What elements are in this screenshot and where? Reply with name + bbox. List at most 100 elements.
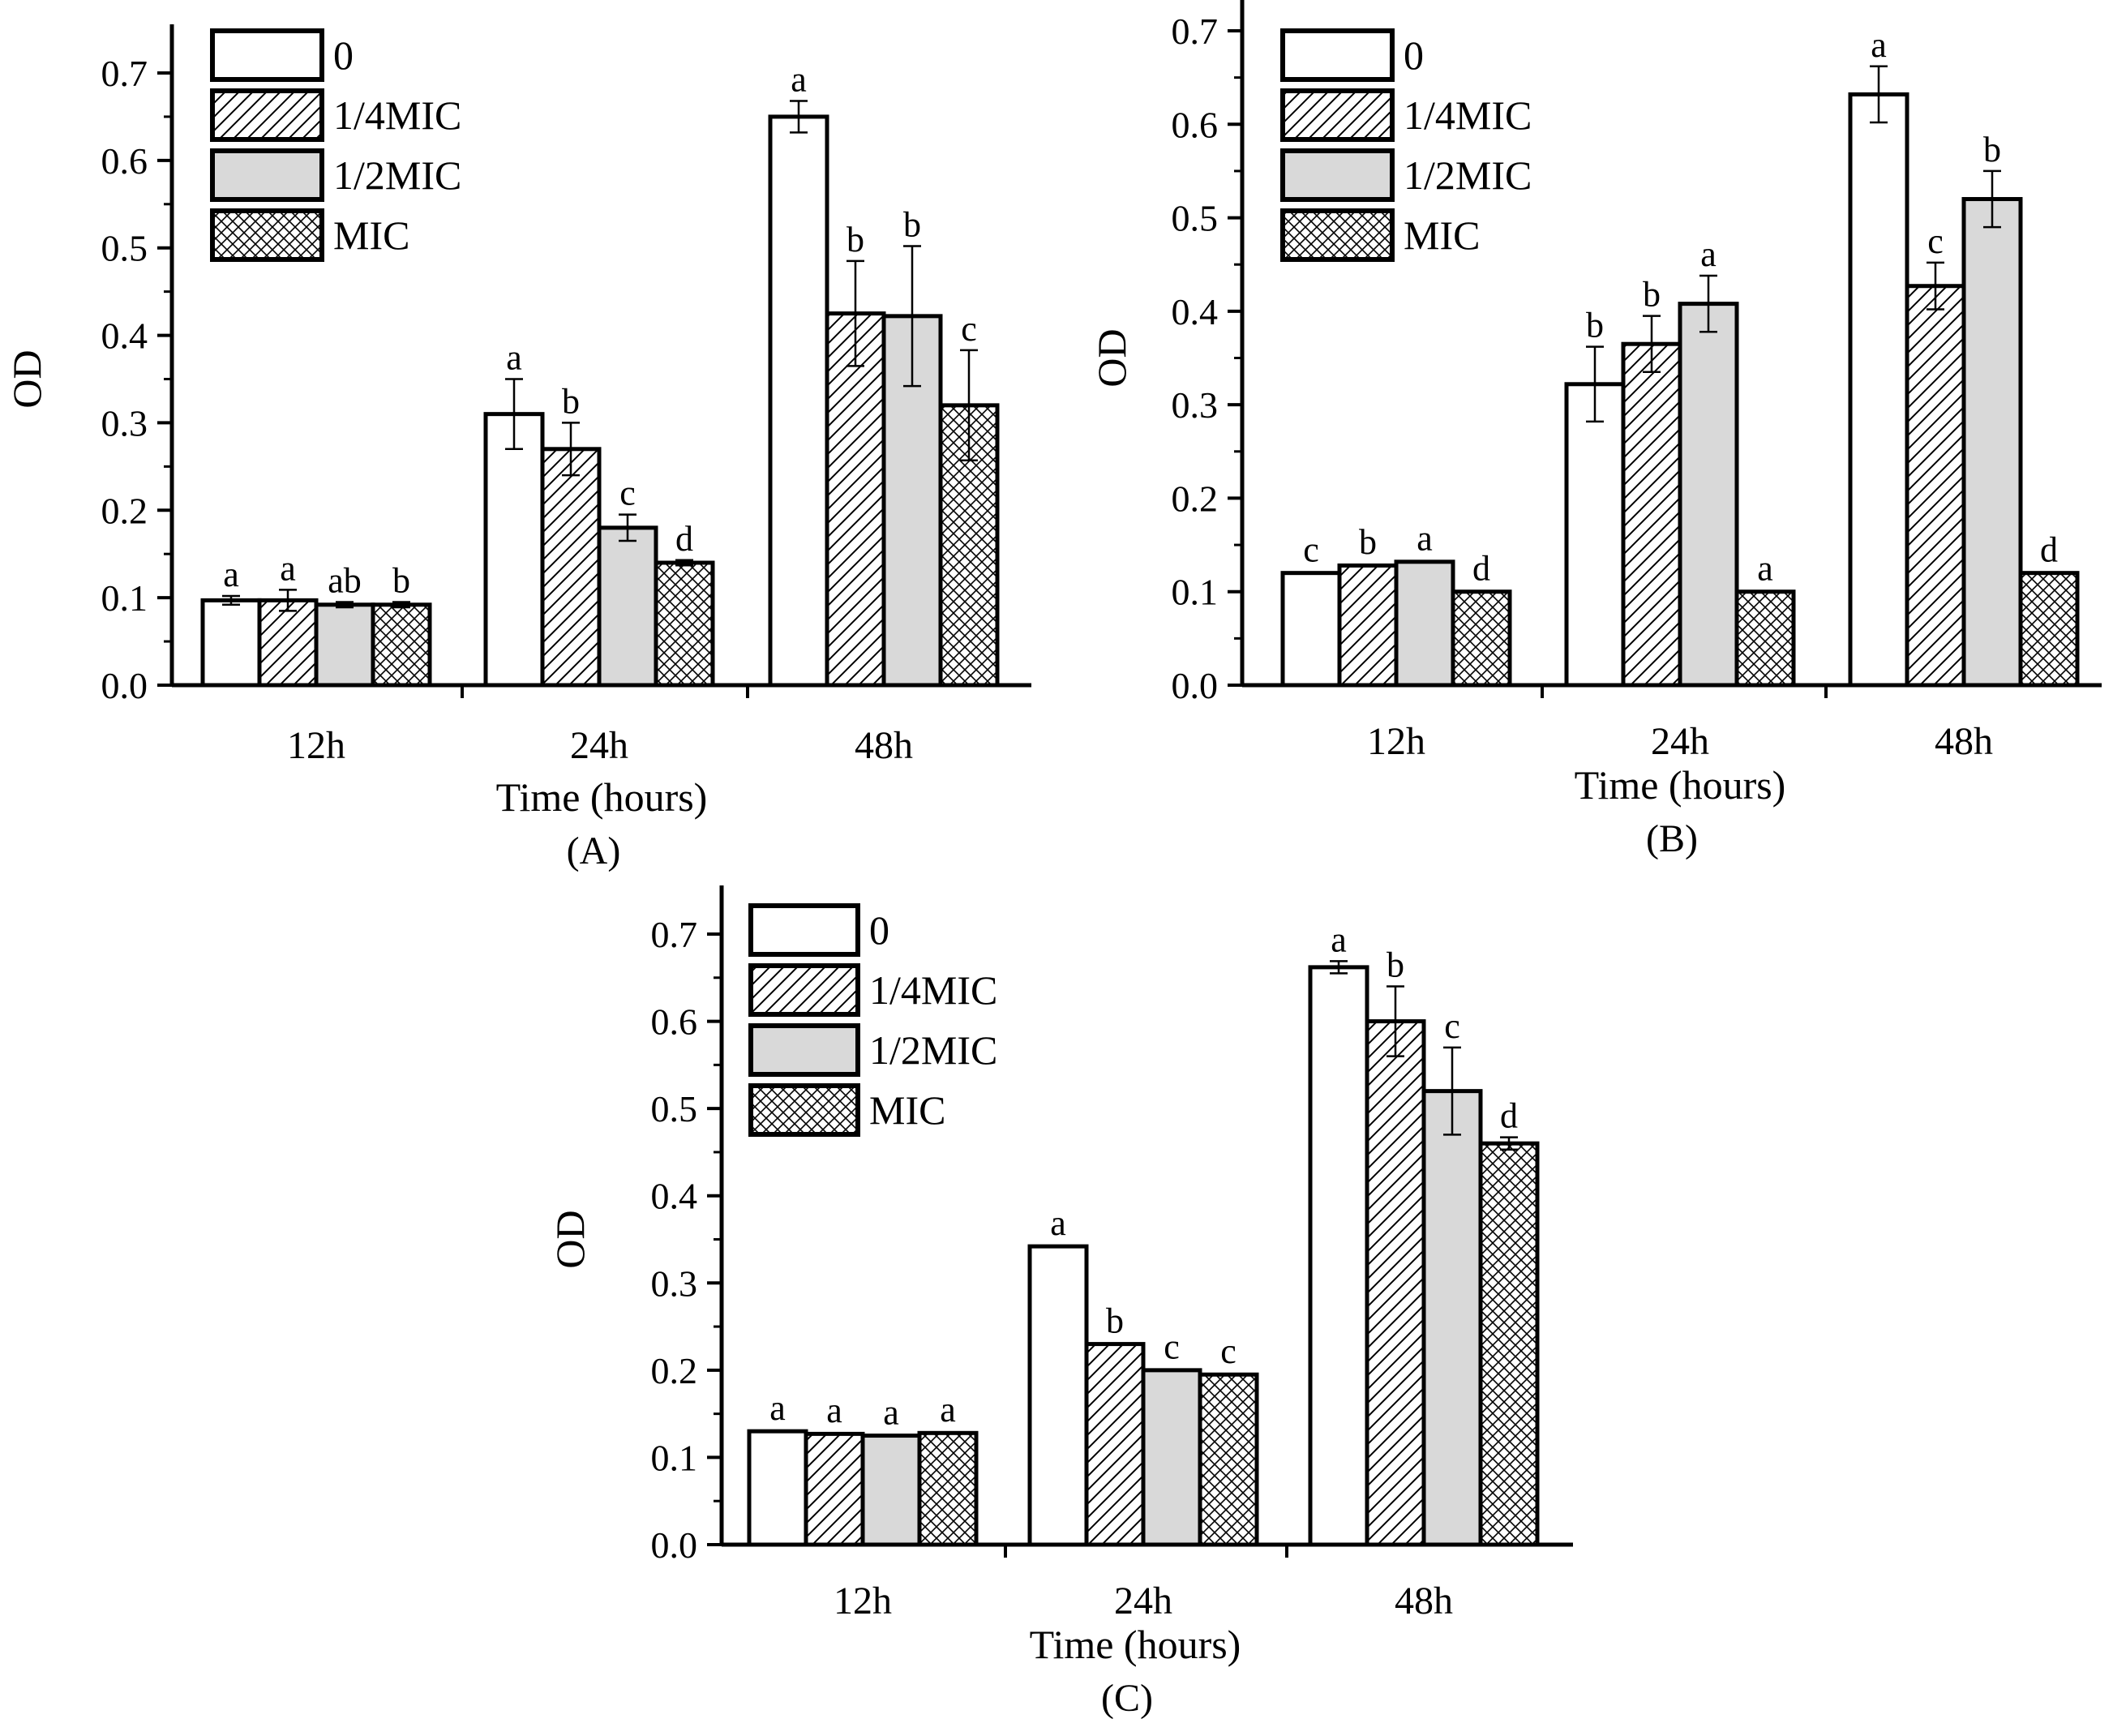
bar-3-48h-MIC [1478, 1141, 1540, 1547]
significance-letter: b [1387, 945, 1404, 985]
legend: 0 1/4MIC 1/2MIC MIC [1280, 28, 1532, 262]
significance-letter: c [1220, 1331, 1237, 1371]
bar-3-24h-MIC [1198, 1372, 1259, 1547]
significance-letter: d [1500, 1096, 1518, 1136]
y-tick-label: 0.3 [1172, 384, 1219, 426]
bar-3-24h-1/4MIC [1084, 1342, 1146, 1547]
legend-label: 0 [333, 32, 354, 78]
significance-letter: d [2040, 529, 2058, 569]
bar-2-48h-MIC [2018, 571, 2080, 688]
significance-letter: a [1871, 25, 1887, 65]
bar-2-24h-1/2MIC [1678, 302, 1739, 688]
x-category-label: 12h [834, 1580, 892, 1622]
legend: 0 1/4MIC 1/2MIC MIC [748, 903, 997, 1137]
legend-label: 0 [1404, 32, 1424, 78]
bar-1-24h-MIC [654, 560, 715, 688]
x-category-label: 12h [1367, 720, 1425, 763]
significance-letter: a [769, 1388, 786, 1428]
significance-letter: a [1050, 1203, 1066, 1243]
x-axis-label: Time (hours) [1030, 1622, 1241, 1667]
significance-letter: a [1417, 519, 1433, 559]
significance-letter: b [1106, 1301, 1124, 1340]
bar-1-12h-0 [200, 598, 262, 688]
legend-label: 1/4MIC [869, 967, 997, 1013]
y-tick-label: 0.1 [651, 1437, 698, 1478]
legend-label: 1/4MIC [1404, 92, 1532, 138]
bar-1-24h-0 [483, 412, 545, 688]
y-tick-label: 0.7 [101, 53, 148, 94]
bar-3-12h-1/4MIC [804, 1431, 865, 1547]
legend-swatch [748, 903, 860, 957]
y-tick-label: 0.7 [1172, 11, 1219, 52]
x-category-label: 48h [855, 724, 913, 767]
y-tick-label: 0.7 [651, 914, 698, 955]
bar-2-24h-MIC [1734, 589, 1796, 688]
legend-swatch [210, 208, 324, 262]
legend-swatch [1280, 88, 1395, 142]
significance-letter: c [1444, 1006, 1460, 1046]
bar-1-48h-1/2MIC [881, 314, 943, 688]
x-axis-label: Time (hours) [1575, 762, 1786, 808]
bar-1-12h-1/2MIC [314, 602, 375, 688]
significance-letter: a [1757, 548, 1773, 588]
bar-2-48h-1/2MIC [1961, 197, 2023, 688]
bar-3-12h-0 [747, 1429, 808, 1547]
significance-letter: c [1927, 221, 1944, 261]
legend-swatch [748, 1023, 860, 1077]
y-tick-label: 0.4 [101, 315, 148, 357]
y-tick-label: 0.1 [101, 577, 148, 619]
y-tick-label: 0.1 [1172, 572, 1219, 613]
panel-label: (C) [1101, 1677, 1153, 1720]
significance-letter: c [961, 309, 977, 349]
bar-2-12h-1/4MIC [1337, 563, 1399, 688]
y-tick-label: 0.2 [651, 1350, 698, 1391]
bar-1-12h-MIC [371, 602, 432, 688]
bar-3-48h-0 [1308, 965, 1369, 1547]
bar-3-48h-1/4MIC [1365, 1019, 1426, 1547]
x-category-label: 24h [1651, 720, 1709, 763]
legend-label: 1/2MIC [333, 152, 461, 198]
bar-3-48h-1/2MIC [1421, 1089, 1483, 1547]
legend-swatch [748, 1083, 860, 1137]
bar-1-12h-1/4MIC [257, 598, 319, 688]
significance-letter: b [562, 381, 580, 421]
significance-letter: a [940, 1390, 956, 1430]
significance-letter: b [1983, 130, 2001, 169]
x-category-label: 12h [287, 724, 345, 767]
significance-letter: a [1331, 919, 1347, 959]
legend-label: 1/2MIC [869, 1027, 997, 1073]
bar-3-12h-1/2MIC [860, 1434, 922, 1547]
legend-swatch [210, 88, 324, 142]
legend-swatch [210, 148, 324, 202]
y-tick-label: 0.2 [1172, 478, 1219, 519]
legend-swatch [1280, 148, 1395, 202]
legend-label: MIC [1404, 212, 1480, 258]
legend-label: 1/4MIC [333, 92, 461, 138]
y-tick-label: 0.0 [651, 1524, 698, 1566]
significance-letter: a [223, 555, 239, 594]
significance-letter: a [883, 1392, 899, 1432]
significance-letter: a [506, 338, 522, 378]
legend: 0 1/4MIC 1/2MIC MIC [210, 28, 461, 262]
legend-swatch [748, 963, 860, 1017]
legend-label: MIC [333, 212, 409, 258]
y-tick-label: 0.5 [101, 228, 148, 269]
significance-letter: a [1700, 234, 1717, 274]
legend-swatch [1280, 208, 1395, 262]
significance-letter: d [675, 519, 693, 559]
legend-label: 0 [869, 907, 889, 953]
bar-2-24h-1/4MIC [1621, 341, 1682, 688]
y-tick-label: 0.0 [1172, 665, 1219, 706]
legend-label: 1/2MIC [1404, 152, 1532, 198]
y-tick-label: 0.4 [1172, 291, 1219, 332]
significance-letter: b [1643, 275, 1661, 315]
x-category-label: 48h [1935, 720, 1993, 763]
significance-letter: a [791, 60, 807, 100]
y-tick-label: 0.5 [651, 1088, 698, 1129]
significance-letter: d [1472, 548, 1490, 588]
bar-1-48h-0 [768, 114, 829, 688]
bar-1-48h-1/4MIC [825, 311, 886, 688]
bar-2-48h-0 [1848, 92, 1909, 688]
